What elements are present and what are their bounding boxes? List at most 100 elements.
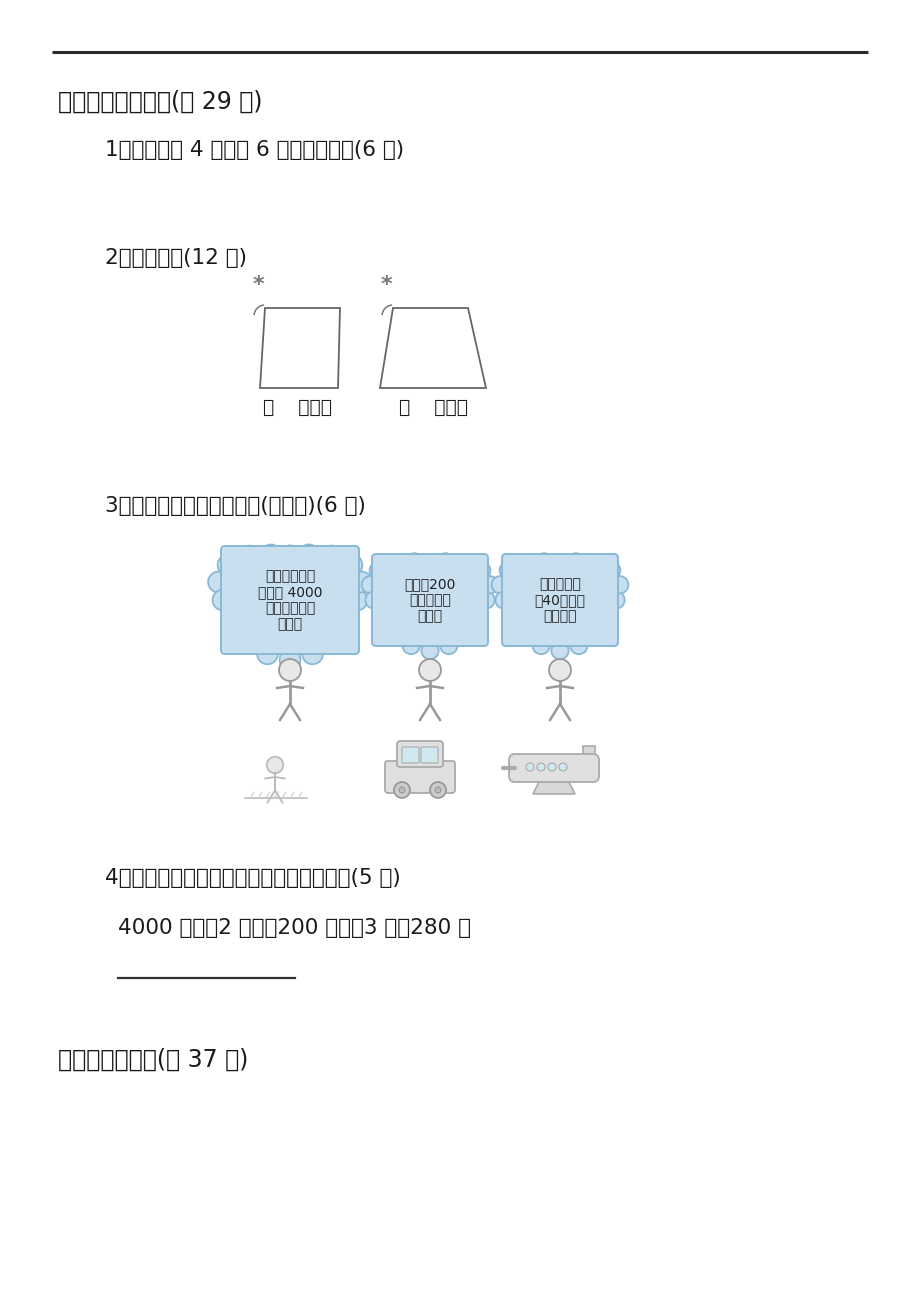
Circle shape bbox=[535, 553, 552, 570]
Text: 旅游。: 旅游。 bbox=[278, 617, 302, 631]
Text: *: * bbox=[380, 275, 391, 296]
Circle shape bbox=[301, 643, 323, 664]
Circle shape bbox=[403, 637, 419, 654]
Circle shape bbox=[382, 613, 400, 630]
Circle shape bbox=[267, 756, 283, 773]
Text: 千米远的海南: 千米远的海南 bbox=[265, 602, 315, 615]
Circle shape bbox=[435, 786, 440, 793]
Circle shape bbox=[460, 613, 477, 630]
Circle shape bbox=[278, 659, 301, 681]
Circle shape bbox=[468, 603, 485, 621]
FancyBboxPatch shape bbox=[402, 747, 418, 763]
Circle shape bbox=[335, 604, 356, 625]
FancyBboxPatch shape bbox=[397, 741, 443, 767]
Circle shape bbox=[519, 625, 537, 643]
Text: 我要从哈尔滨: 我要从哈尔滨 bbox=[265, 569, 315, 583]
Circle shape bbox=[317, 630, 337, 651]
Text: （    ）毫米: （ ）毫米 bbox=[263, 398, 332, 417]
Circle shape bbox=[212, 590, 233, 611]
Circle shape bbox=[325, 616, 346, 637]
Circle shape bbox=[439, 637, 457, 654]
Circle shape bbox=[256, 643, 278, 664]
Circle shape bbox=[218, 555, 238, 575]
FancyBboxPatch shape bbox=[421, 747, 437, 763]
Circle shape bbox=[374, 603, 391, 621]
Circle shape bbox=[452, 625, 470, 643]
Text: 去大约 4000: 去大约 4000 bbox=[257, 585, 322, 599]
Text: 外婆家。: 外婆家。 bbox=[542, 609, 576, 622]
Circle shape bbox=[532, 637, 550, 654]
Circle shape bbox=[455, 555, 472, 572]
Circle shape bbox=[550, 642, 568, 659]
Circle shape bbox=[472, 561, 490, 579]
Circle shape bbox=[341, 555, 362, 575]
Text: 我要去离我: 我要去离我 bbox=[539, 577, 580, 591]
Circle shape bbox=[477, 591, 494, 608]
FancyBboxPatch shape bbox=[371, 553, 487, 646]
Text: 场玩。: 场玩。 bbox=[417, 609, 442, 622]
Circle shape bbox=[233, 616, 254, 637]
Text: 3．选择合适的出行方式。(连一连)(6 分): 3．选择合适的出行方式。(连一连)(6 分) bbox=[105, 496, 366, 516]
Circle shape bbox=[610, 575, 628, 594]
Circle shape bbox=[399, 786, 404, 793]
Text: 4．把下面的长度按从长到短的顺序排列。(5 分): 4．把下面的长度按从长到短的顺序排列。(5 分) bbox=[105, 868, 401, 888]
FancyBboxPatch shape bbox=[221, 546, 358, 654]
Circle shape bbox=[421, 642, 438, 659]
Circle shape bbox=[549, 659, 571, 681]
Circle shape bbox=[548, 763, 555, 771]
Circle shape bbox=[582, 625, 599, 643]
Text: 4000 毫米、2 千米、200 厘米、3 米、280 米: 4000 毫米、2 千米、200 厘米、3 米、280 米 bbox=[118, 918, 471, 937]
Circle shape bbox=[526, 763, 533, 771]
Circle shape bbox=[223, 604, 244, 625]
Circle shape bbox=[491, 575, 508, 594]
Text: 家40千米的: 家40千米的 bbox=[534, 592, 584, 607]
Circle shape bbox=[346, 590, 367, 611]
Text: 我要去200: 我要去200 bbox=[403, 577, 455, 591]
Circle shape bbox=[369, 561, 387, 579]
Polygon shape bbox=[583, 746, 595, 760]
Text: 2．量一量。(12 分): 2．量一量。(12 分) bbox=[105, 247, 246, 268]
Circle shape bbox=[603, 561, 619, 579]
FancyBboxPatch shape bbox=[502, 553, 618, 646]
Circle shape bbox=[504, 603, 521, 621]
Circle shape bbox=[559, 763, 566, 771]
Circle shape bbox=[537, 763, 544, 771]
Circle shape bbox=[387, 555, 403, 572]
Circle shape bbox=[481, 575, 498, 594]
Circle shape bbox=[570, 637, 587, 654]
Text: 四、解决问题。(共 37 分): 四、解决问题。(共 37 分) bbox=[58, 1048, 248, 1072]
Text: 米外的游乐: 米外的游乐 bbox=[409, 592, 450, 607]
Circle shape bbox=[512, 613, 529, 630]
Circle shape bbox=[590, 613, 607, 630]
Circle shape bbox=[437, 553, 454, 570]
Circle shape bbox=[238, 546, 259, 566]
Circle shape bbox=[418, 659, 440, 681]
Circle shape bbox=[607, 591, 624, 608]
Circle shape bbox=[298, 544, 319, 565]
Circle shape bbox=[585, 555, 603, 572]
Circle shape bbox=[279, 650, 301, 671]
Circle shape bbox=[429, 783, 446, 798]
Circle shape bbox=[365, 591, 382, 608]
Circle shape bbox=[405, 553, 423, 570]
Circle shape bbox=[361, 575, 379, 594]
Circle shape bbox=[597, 603, 615, 621]
Circle shape bbox=[566, 553, 584, 570]
Circle shape bbox=[499, 561, 516, 579]
FancyBboxPatch shape bbox=[508, 754, 598, 783]
Circle shape bbox=[321, 546, 341, 566]
Text: *: * bbox=[252, 275, 264, 296]
Circle shape bbox=[393, 783, 410, 798]
FancyBboxPatch shape bbox=[384, 760, 455, 793]
Circle shape bbox=[260, 544, 281, 565]
Circle shape bbox=[494, 591, 512, 608]
Circle shape bbox=[421, 553, 438, 572]
Circle shape bbox=[550, 553, 568, 572]
Text: （    ）毫米: （ ）毫米 bbox=[399, 398, 468, 417]
Circle shape bbox=[516, 555, 534, 572]
Circle shape bbox=[279, 546, 301, 566]
Circle shape bbox=[242, 630, 263, 651]
Text: 三、按要求做题。(共 29 分): 三、按要求做题。(共 29 分) bbox=[58, 90, 262, 115]
Circle shape bbox=[390, 625, 407, 643]
Text: 1．画一条比 4 厘米长 6 毫米的线段。(6 分): 1．画一条比 4 厘米长 6 毫米的线段。(6 分) bbox=[105, 141, 403, 160]
